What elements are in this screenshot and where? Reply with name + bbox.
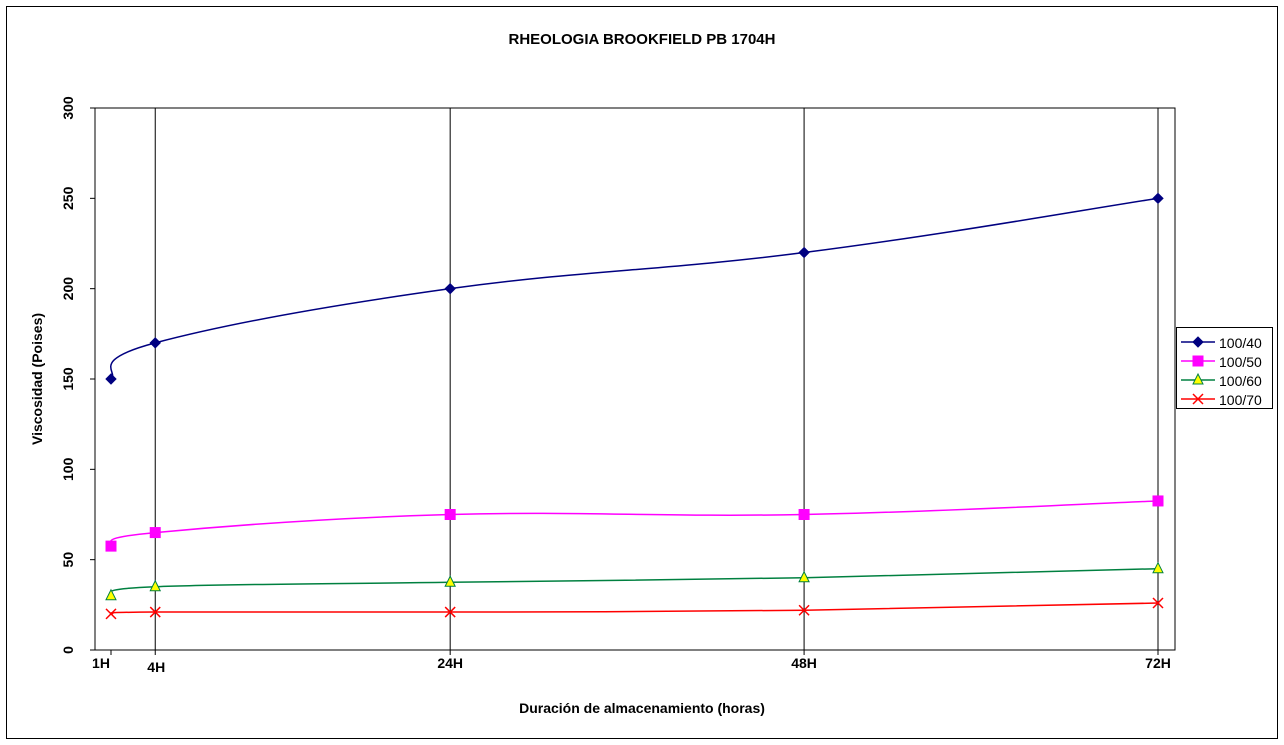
plot-area: [94, 107, 1176, 651]
data-point: [444, 606, 456, 618]
legend-swatch: [1181, 372, 1215, 385]
y-tick-label: 50: [60, 552, 76, 568]
data-point: [1152, 561, 1164, 574]
legend-label: 100/40: [1219, 335, 1262, 351]
legend-item: 100/40: [1179, 332, 1272, 352]
legend-marker: [1192, 372, 1204, 385]
y-axis-label: Viscosidad (Poises): [29, 313, 45, 445]
x-tick-label: 1H: [92, 655, 110, 671]
data-point: [1152, 597, 1164, 609]
x-axis-label: Duración de almacenamiento (horas): [519, 700, 765, 716]
data-point: [444, 575, 456, 587]
legend-marker: [1192, 355, 1204, 367]
data-point: [105, 588, 117, 601]
y-tick-label: 300: [60, 96, 76, 120]
legend-item: 100/60: [1179, 370, 1272, 390]
data-point: [444, 282, 456, 295]
data-point: [798, 246, 810, 259]
x-tick-label: 24H: [437, 655, 463, 671]
data-point: [1152, 495, 1164, 507]
legend-label: 100/70: [1219, 392, 1262, 408]
x-tick-label: 72H: [1145, 655, 1171, 671]
legend-swatch: [1181, 336, 1215, 348]
legend-swatch: [1181, 393, 1215, 405]
legend-label: 100/50: [1219, 354, 1262, 370]
data-point: [798, 604, 810, 616]
y-tick-label: 150: [60, 367, 76, 391]
data-point: [149, 337, 161, 349]
data-point: [149, 579, 162, 592]
y-tick-label: 0: [60, 646, 76, 654]
chart-legend: 100/40 100/50 100/60 100/70: [1176, 327, 1273, 409]
y-tick-label: 100: [60, 457, 76, 481]
legend-marker: [1192, 336, 1204, 348]
y-tick-label: 200: [60, 277, 76, 301]
legend-label: 100/60: [1219, 373, 1262, 389]
x-tick-label: 48H: [791, 655, 817, 671]
data-point: [798, 570, 810, 583]
legend-marker: [1192, 393, 1204, 405]
data-point: [798, 509, 810, 520]
data-point: [105, 373, 117, 385]
data-point: [105, 608, 117, 620]
legend-swatch: [1181, 355, 1215, 367]
data-point: [105, 540, 117, 552]
legend-item: 100/70: [1179, 389, 1272, 409]
data-point: [149, 527, 161, 539]
legend-item: 100/50: [1179, 351, 1272, 371]
data-point: [444, 509, 456, 520]
data-point: [149, 606, 161, 618]
chart-title: RHEOLOGIA BROOKFIELD PB 1704H: [509, 31, 776, 48]
x-tick-label: 4H: [147, 659, 165, 675]
y-tick-label: 250: [60, 186, 76, 210]
data-point: [1152, 192, 1164, 205]
